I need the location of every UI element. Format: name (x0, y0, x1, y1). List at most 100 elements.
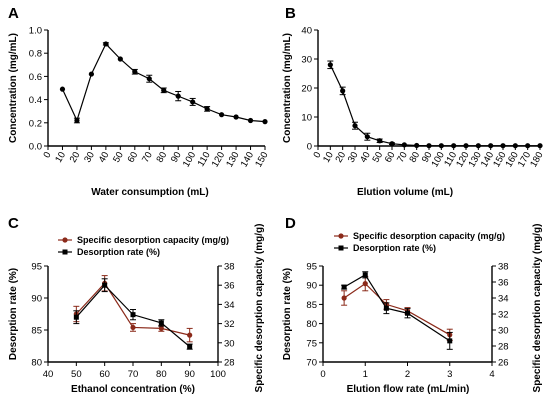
panel-b-x-tick-label: 70 (395, 150, 410, 165)
panel-c-letter: C (8, 215, 19, 232)
panel-b-series-1 (327, 60, 543, 149)
panel-c-legend-marker (62, 237, 68, 243)
panel-d-series-2-point (447, 338, 453, 344)
panel-a-y-tick-label: 0.8 (29, 49, 42, 60)
panel-c-y2-tick-label: 38 (224, 262, 235, 273)
panel-c: C 40 50 60 70 80 90 100 80 85 90 95 28 30 32 34 36 38 Etha… (8, 215, 265, 395)
panel-a-letter: A (8, 5, 19, 22)
panel-a-series-1 (59, 41, 268, 125)
panel-b-series-1-point (389, 141, 395, 147)
panel-d-legend-label: Specific desorption capacity (mg/g) (353, 231, 505, 241)
panel-a-series-1-point (146, 76, 152, 82)
panel-b-series-1-point (537, 143, 543, 149)
panel-b-series-1-point (451, 143, 457, 149)
panel-d-legend: Specific desorption capacity (mg/g) Desor… (334, 231, 505, 253)
panel-c-y-axis-title: Desorption rate (%) (8, 268, 19, 360)
panel-b-series-1-point (500, 143, 506, 149)
panel-d-y2-tick-label: 36 (498, 278, 509, 289)
panel-d-y-tick-label: 70 (306, 358, 317, 369)
panel-d-y2-tick-label: 32 (498, 310, 509, 321)
panel-d-y-tick-label: 95 (306, 262, 317, 273)
panel-a-x-tick-label: 140 (239, 150, 256, 169)
panel-b-x-tick-label: 80 (407, 150, 422, 165)
panel-a-series-1-point (247, 117, 254, 124)
panel-b-y-tick-label: 30 (301, 55, 312, 66)
panel-d-series-1-line (343, 282, 451, 336)
panel-c-series-2-point (187, 344, 193, 350)
panel-a-series-1-point (132, 69, 138, 75)
panel-c-series-1-point (187, 332, 193, 338)
panel-d-series-1-point (362, 281, 368, 287)
panel-d-y-tick-label: 85 (306, 300, 317, 311)
panel-c-y2-tick-label: 36 (224, 281, 235, 292)
panel-c-series-2-point (102, 282, 108, 288)
panel-a-x-tick-label: 70 (140, 150, 155, 165)
panel-c-legend-label: Desorption rate (%) (77, 247, 160, 257)
panel-d-x-tick-label: 4 (489, 369, 494, 380)
panel-a-x-tick-label: 110 (196, 150, 213, 169)
panel-b-series-1-point (377, 138, 383, 144)
panel-d-y2-tick-label: 30 (498, 326, 509, 337)
panel-d-x-tick-label: 1 (363, 369, 368, 380)
panel-b-x-tick-label: 60 (383, 150, 398, 165)
panel-c-x-axis-title: Ethanol concentration (%) (71, 384, 195, 395)
panel-c-x-tick-label: 60 (99, 369, 110, 380)
panel-a-x-tick-label: 120 (210, 150, 227, 169)
panel-b-series-1-point (327, 62, 333, 68)
panel-b-x-tick-label: 40 (358, 150, 373, 165)
panel-c-series-1-point (158, 325, 164, 331)
panel-c-x-tick-label: 70 (128, 369, 139, 380)
panel-c-x-tick-label: 90 (184, 369, 195, 380)
panel-a-y-tick-label: 0.2 (29, 118, 42, 129)
panel-d-y-tick-label: 75 (306, 338, 317, 349)
panel-a-series-1-point (175, 93, 181, 99)
panel-a-x-tick-label: 100 (181, 150, 198, 169)
panel-b-series-1-point (438, 143, 444, 149)
panel-a-y-axis-title: Concentration (mg/mL) (8, 33, 19, 143)
panel-c-y2-axis-title: Specific desorption capacity (mg/g) (254, 224, 265, 393)
panel-d-series-1 (341, 275, 453, 341)
panel-a-x-tick-label: 80 (155, 150, 170, 165)
panel-d-y2-tick-label: 26 (498, 358, 509, 369)
panel-d-series-1-point (341, 295, 347, 301)
panel-d-series-2-point (362, 272, 368, 278)
panel-c-legend: Specific desorption capacity (mg/g) Desor… (58, 235, 229, 257)
panel-a-series-1-point (219, 112, 225, 118)
panel-c-y2-tick-label: 30 (224, 338, 235, 349)
panel-d-legend-label: Desorption rate (%) (353, 243, 436, 253)
panel-d-y2-tick-label: 28 (498, 342, 509, 353)
panel-a-series-1-point (59, 86, 66, 92)
panel-a-y-tick-label: 0.4 (29, 95, 42, 106)
panel-a-series-1-point (117, 56, 123, 62)
panel-c-y-tick-label: 95 (31, 262, 42, 273)
panel-a-series-1-line (61, 42, 266, 123)
panel-a-series-1-point (161, 87, 167, 93)
panel-a-series-1-point (204, 106, 210, 112)
panel-b-series-1-point (414, 142, 420, 149)
panel-d: D0 1 2 3 470758085909526283032343638Elution … (282, 215, 543, 395)
panel-a-series-1-point (190, 99, 196, 105)
panel-b-series-1-point (364, 134, 370, 140)
panel-c-y-tick-label: 85 (31, 326, 42, 337)
panel-b-series-1-point (512, 143, 518, 149)
panel-c-y2-tick-label: 28 (224, 358, 235, 369)
panel-d-x-tick-label: 2 (405, 369, 410, 380)
panel-a-series-1-point (74, 117, 80, 124)
panel-c-y-tick-label: 90 (31, 294, 42, 305)
panel-c-series-2-point (130, 312, 136, 318)
panel-a-x-tick-label: 150 (253, 150, 270, 169)
panel-b-x-tick-label: 90 (420, 150, 435, 165)
panel-a-x-tick-label: 130 (224, 150, 241, 169)
panel-a-x-axis-title: Water consumption (mL) (91, 187, 208, 198)
panel-c-legend-label: Specific desorption capacity (mg/g) (77, 235, 229, 245)
panel-d-series-2 (341, 271, 453, 350)
panel-c-series-1-point (130, 324, 136, 331)
panel-d-y2-axis-title: Specific desorption capacity (mg/g) (532, 224, 543, 393)
panel-b-series-1-point (475, 143, 481, 149)
panel-b-x-tick-label: 10 (321, 150, 336, 165)
panel-b: B010203040506070809010011012013014015016… (282, 5, 546, 198)
panel-a-y-tick-label: 1.0 (29, 26, 42, 37)
panel-b-x-tick-label: 50 (370, 150, 385, 165)
panel-a-x-tick-label: 20 (68, 150, 83, 165)
panel-c-x-tick-label: 40 (43, 369, 54, 380)
